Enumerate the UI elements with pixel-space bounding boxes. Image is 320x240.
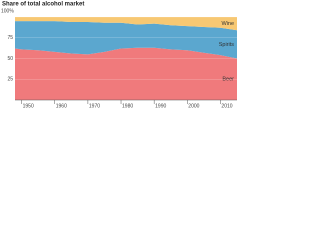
x-tick-label: 2010 [221,103,232,109]
legend-label: Spirits [219,42,235,48]
area [15,47,237,100]
area [15,21,237,59]
y-tick-label: 50 [7,56,13,62]
y-tick-label: 25 [7,77,13,83]
x-tick-label: 2000 [188,103,199,109]
chart-title: Share of total alcohol market [2,2,84,8]
x-tick-label: 1980 [122,103,133,109]
legend-label: Wine [221,21,234,27]
chart: Share of total alcohol market Beer Spirit… [1,2,237,109]
x-tick-label: 1960 [56,103,67,109]
legend-label: Beer [222,77,234,83]
x-tick-label: 1990 [155,103,166,109]
y-tick-label: 100% [1,8,14,14]
y-tick-label: 75 [7,35,13,41]
x-tick-label: 1950 [23,103,34,109]
x-tick-label: 1970 [89,103,100,109]
area [15,17,237,31]
page: {"chart_data": {"type": "stacked_area", … [0,0,240,112]
